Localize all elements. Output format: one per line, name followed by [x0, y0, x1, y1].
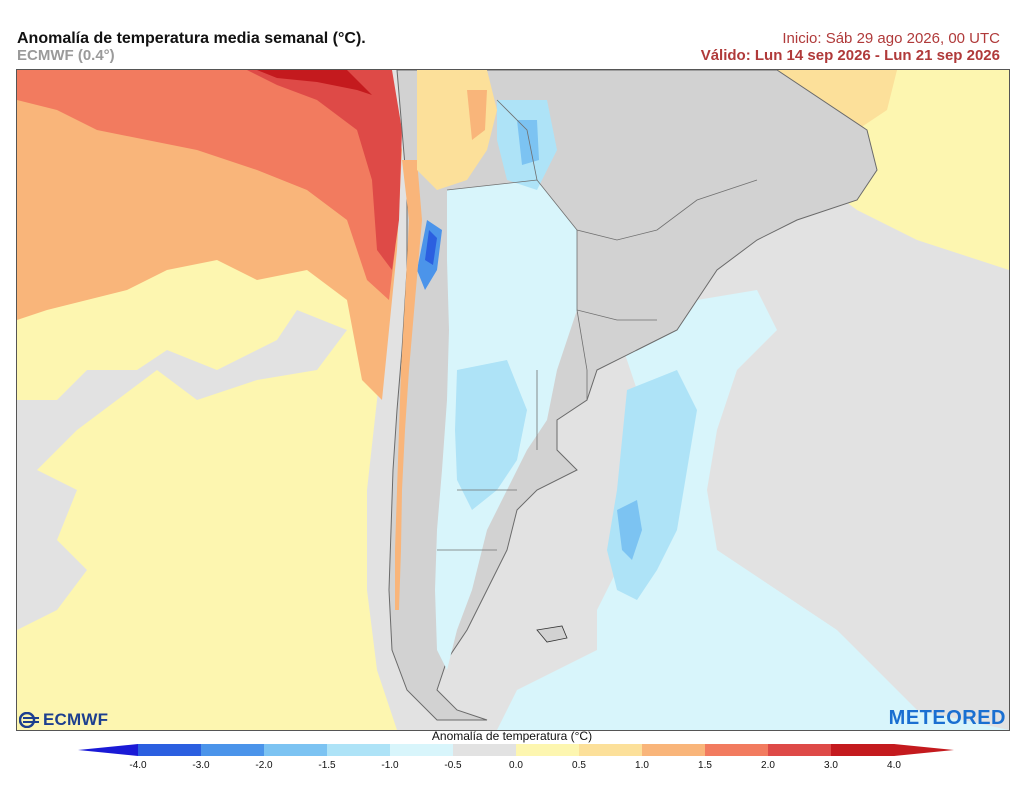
- ecmwf-logo-text: ECMWF: [43, 710, 109, 729]
- init-date: Inicio: Sáb 29 ago 2026, 00 UTC: [782, 30, 1000, 47]
- bolivia-cool-spot: [517, 120, 539, 165]
- colorbar-segment: [327, 744, 391, 756]
- colorbar-segment: [453, 744, 517, 756]
- colorbar-segment: [831, 744, 895, 756]
- pacific-warm-red: [17, 70, 399, 300]
- colorbar-tick: -0.5: [444, 760, 462, 771]
- colorbar-tick: 3.0: [824, 760, 838, 771]
- atlantic-cool-light: [497, 290, 1009, 730]
- colorbar: [78, 744, 954, 756]
- anomaly-map: [17, 70, 1009, 730]
- ecmwf-mark-icon: [19, 712, 39, 728]
- chile-coast-warm: [395, 160, 422, 610]
- colorbar-tick: -3.0: [192, 760, 210, 771]
- colorbar-tick: -1.5: [318, 760, 336, 771]
- ecmwf-logo: ECMWF: [19, 710, 108, 730]
- andes-cold-core: [425, 230, 437, 265]
- peru-warm-orange: [467, 90, 487, 140]
- pacific-warm-deep: [247, 70, 402, 270]
- meteored-logo[interactable]: METEORED: [888, 707, 1006, 729]
- pacific-warm-max: [257, 70, 372, 95]
- colorbar-segment: [201, 744, 265, 756]
- colorbar-tick: 0.0: [509, 760, 523, 771]
- colorbar-tick: 4.0: [887, 760, 901, 771]
- colorbar-extend-high: [894, 744, 954, 756]
- model-label: ECMWF (0.4°): [17, 47, 115, 64]
- colorbar-tick: 1.0: [635, 760, 649, 771]
- colorbar-label: Anomalía de temperatura (°C): [431, 729, 593, 743]
- colorbar-extend-low: [78, 744, 138, 756]
- colorbar-segment: [768, 744, 832, 756]
- falkland-islands: [536, 625, 568, 643]
- colorbar-tick: 1.5: [698, 760, 712, 771]
- colorbar-segment: [264, 744, 328, 756]
- title: Anomalía de temperatura media semanal (°…: [17, 30, 366, 47]
- colorbar-tick: 0.5: [572, 760, 586, 771]
- map-panel[interactable]: [16, 69, 1010, 731]
- colorbar-segment: [138, 744, 202, 756]
- colorbar-ticks: -4.0 -3.0 -2.0 -1.5 -1.0 -0.5 0.0 0.5 1.0 1.5 2.0 3…: [0, 760, 1024, 774]
- colorbar-tick: -1.0: [381, 760, 399, 771]
- atlantic-cool-spot: [617, 500, 642, 560]
- colorbar-segment: [579, 744, 643, 756]
- country-borders: [437, 99, 758, 551]
- colorbar-segment: [516, 744, 580, 756]
- colorbar-tick: 2.0: [761, 760, 775, 771]
- colorbar-segment: [390, 744, 454, 756]
- colorbar-tick: -4.0: [129, 760, 147, 771]
- colorbar-segment: [642, 744, 706, 756]
- colorbar-tick: -2.0: [255, 760, 273, 771]
- valid-range: Válido: Lun 14 sep 2026 - Lun 21 sep 202…: [700, 47, 1000, 64]
- argentina-cool-mid: [455, 360, 527, 510]
- colorbar-segment: [705, 744, 769, 756]
